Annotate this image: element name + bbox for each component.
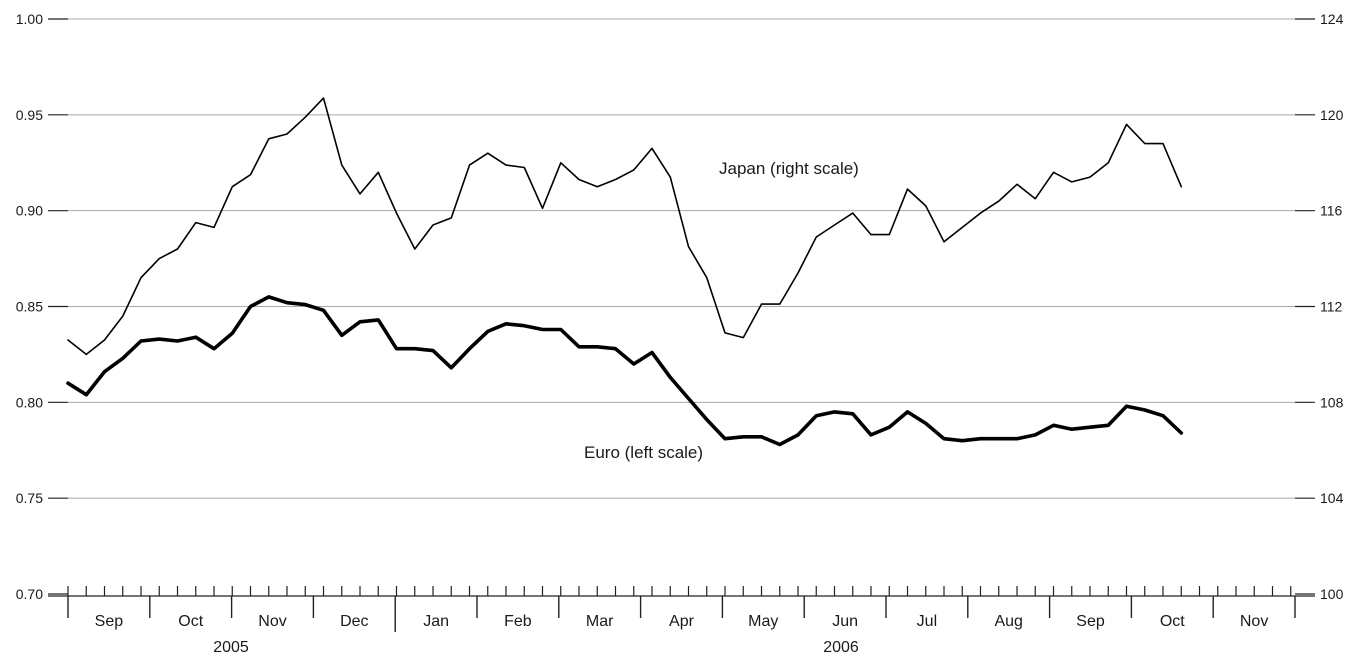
axis-layer: 0.70 100 0.75 104 0.80 108 0.85 112 0.90 116 0.95 1…	[16, 11, 1344, 656]
x-month-label: May	[748, 613, 778, 630]
x-month-label: Nov	[1240, 613, 1268, 630]
series-line-euro	[66, 295, 1184, 447]
x-year-label: 2006	[823, 639, 859, 656]
y-left-tick-label: 0.95	[16, 107, 43, 123]
series-label-euro: Euro (left scale)	[584, 443, 703, 462]
x-month-label: Oct	[178, 613, 203, 630]
y-right-tick-label: 120	[1320, 107, 1344, 123]
x-month-label: Jan	[423, 613, 449, 630]
y-right-tick-label: 104	[1320, 490, 1344, 506]
y-left-tick-label: 0.70	[16, 586, 43, 602]
grid-layer	[68, 18, 1295, 499]
series-line-japan	[67, 97, 1183, 356]
y-right-tick-label: 124	[1320, 11, 1344, 27]
x-month-label: Nov	[258, 613, 286, 630]
x-month-label: Jul	[917, 613, 937, 630]
x-month-label: Jun	[832, 613, 858, 630]
y-left-tick-label: 1.00	[16, 11, 43, 27]
label-layer: Japan (right scale) Euro (left scale)	[584, 159, 859, 462]
y-left-tick-label: 0.80	[16, 394, 43, 410]
x-month-label: Oct	[1160, 613, 1185, 630]
series-label-japan: Japan (right scale)	[719, 159, 859, 178]
x-month-label: Sep	[1076, 613, 1105, 630]
y-left-tick-label: 0.85	[16, 299, 43, 315]
y-right-tick-label: 100	[1320, 586, 1344, 602]
y-left-tick-label: 0.75	[16, 490, 43, 506]
x-month-label: Mar	[586, 613, 614, 630]
x-month-label: Dec	[340, 613, 368, 630]
y-right-tick-label: 108	[1320, 394, 1344, 410]
series-layer	[66, 97, 1184, 447]
x-year-label: 2005	[213, 639, 249, 656]
y-right-tick-label: 112	[1320, 299, 1343, 315]
x-month-label: Sep	[95, 613, 124, 630]
x-month-label: Apr	[669, 613, 695, 630]
x-month-label: Feb	[504, 613, 532, 630]
y-left-tick-label: 0.90	[16, 203, 43, 219]
y-right-tick-label: 116	[1320, 203, 1343, 219]
x-month-label: Aug	[994, 613, 1022, 630]
